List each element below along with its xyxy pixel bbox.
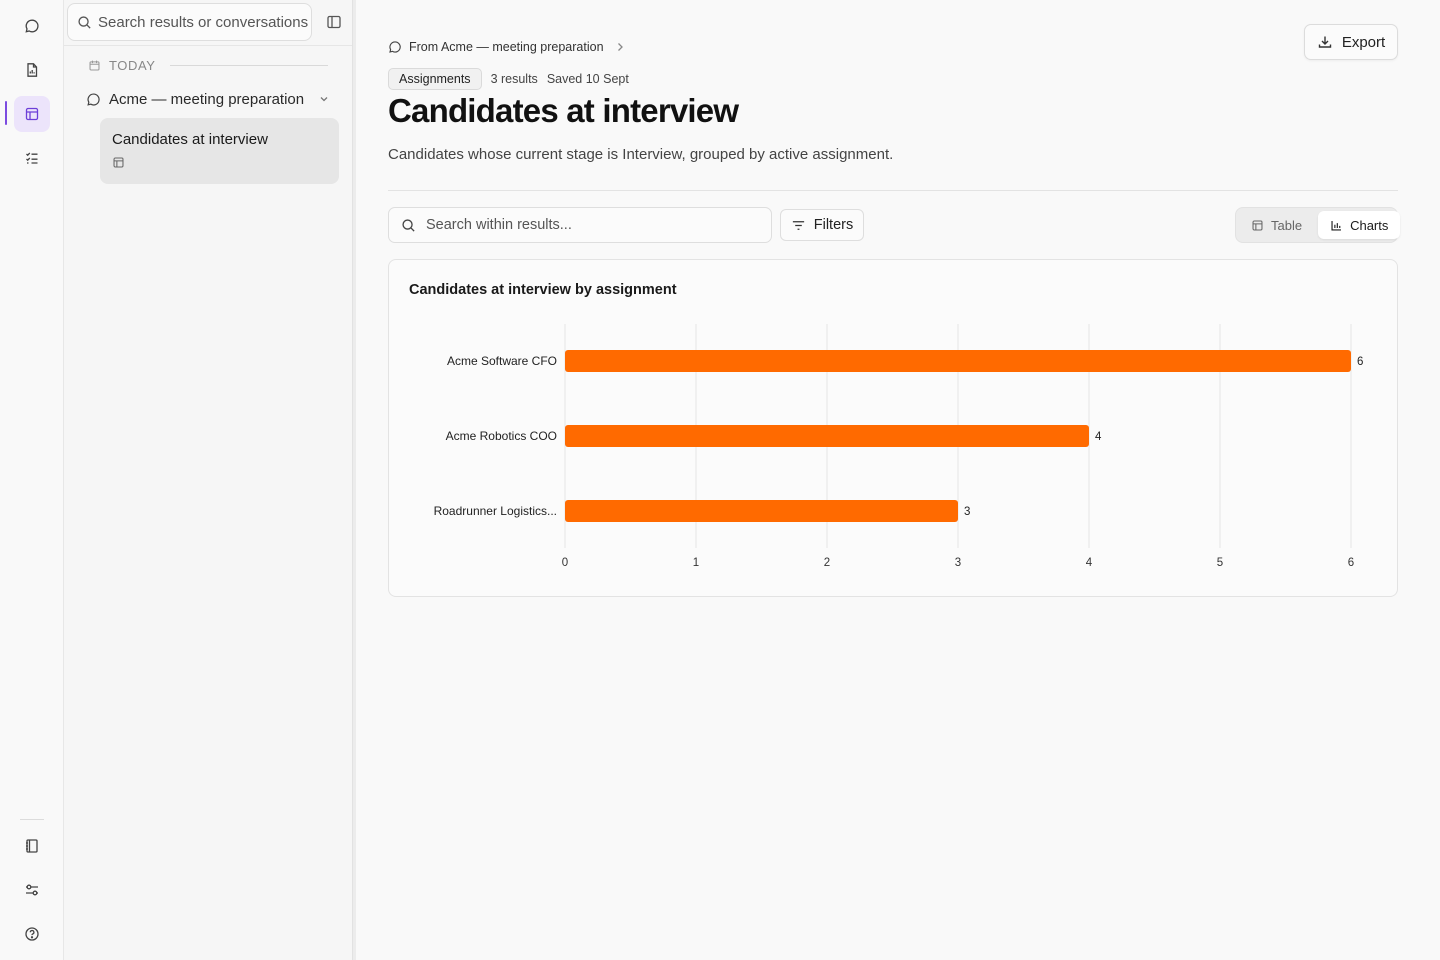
table-icon [113,157,124,168]
x-tick-label: 0 [562,557,568,569]
bar [565,350,1351,372]
report-icon[interactable] [14,52,50,88]
group-header: TODAY [88,58,328,73]
filters-button[interactable]: Filters [780,209,864,241]
x-tick-label: 4 [1086,557,1093,569]
calendar-icon [89,60,100,71]
page-description: Candidates whose current stage is Interv… [388,146,894,163]
category-label: Acme Software CFO [447,354,557,368]
breadcrumb[interactable]: From Acme — meeting preparation [388,40,625,54]
search-icon [402,218,415,232]
export-button[interactable]: Export [1304,24,1398,60]
help-icon[interactable] [14,916,50,952]
results-search-placeholder: Search within results... [426,217,572,233]
data-label: 6 [1357,356,1363,368]
category-label: Roadrunner Logistics... [434,504,557,518]
charts-view-tab[interactable]: Charts [1318,211,1401,239]
rail-divider [20,819,44,820]
category-tag: Assignments [388,68,482,90]
table-view-label: Table [1271,217,1303,233]
sidebar-divider [64,45,352,46]
sidebar-search-placeholder: Search results or conversations [98,13,309,31]
sliders-icon[interactable] [14,872,50,908]
book-icon[interactable] [14,828,50,864]
checklist-icon[interactable] [14,140,50,176]
group-label: TODAY [109,58,156,73]
saved-result-title: Candidates at interview [112,131,268,148]
sidebar-resize-handle[interactable] [352,0,356,960]
x-tick-label: 2 [824,557,830,569]
results-search-input[interactable]: Search within results... [388,207,772,243]
table-icon [1252,220,1263,230]
main-panel: Export From Acme — meeting preparation A… [356,0,1440,960]
bar [565,500,958,522]
export-label: Export [1341,33,1386,51]
page-title: Candidates at interview [388,92,739,129]
data-label: 4 [1095,431,1102,443]
x-tick-label: 3 [955,557,961,569]
chart-title: Candidates at interview by assignment [409,282,677,298]
chevron-right-icon [617,43,623,51]
breadcrumb-label: From Acme — meeting preparation [409,40,604,54]
bar-chart-icon [1331,220,1342,231]
sidebar-toggle-icon[interactable] [324,12,344,32]
chevron-down-icon[interactable] [318,93,330,105]
active-indicator [5,101,7,125]
result-meta: Assignments 3 results Saved 10 Sept [388,68,629,90]
icon-rail [0,0,64,960]
conversation-item[interactable]: Acme — meeting preparation [86,86,330,112]
bar-chart: 0 1 2 3 4 5 6 Acme Software CFO 6 Acme Robotics C… [434,324,1363,569]
x-tick-label: 5 [1217,557,1223,569]
header-divider [388,190,1398,191]
filter-icon [792,220,804,230]
saved-date: Saved 10 Sept [546,72,629,86]
data-label: 3 [964,506,970,518]
view-toggle: Table Charts [1235,207,1401,243]
sidebar-search-input[interactable]: Search results or conversations [67,3,312,41]
result-count: 3 results [490,72,538,86]
table-view-tab[interactable]: Table [1239,211,1314,239]
chat-icon[interactable] [14,8,50,44]
chart-card: Candidates at interview by assignment 0 1… [388,259,1398,597]
search-icon [78,15,91,29]
charts-view-label: Charts [1350,217,1389,233]
filters-label: Filters [813,217,854,233]
category-label: Acme Robotics COO [446,429,557,443]
group-divider [169,65,328,66]
sidebar: Search results or conversations TODAY Ac… [64,0,352,960]
download-icon [1318,36,1332,48]
bar [565,425,1089,447]
x-tick-label: 1 [693,557,699,569]
saved-result-item[interactable]: Candidates at interview [100,118,339,184]
chat-icon [87,92,100,106]
x-tick-label: 6 [1348,557,1354,569]
chat-icon [389,41,401,53]
conversation-label: Acme — meeting preparation [109,90,305,108]
table-icon[interactable] [14,96,50,132]
